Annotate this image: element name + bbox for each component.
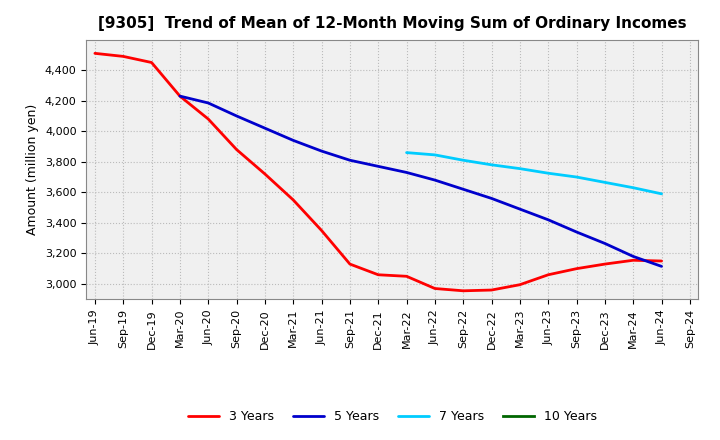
5 Years (544, 217, 552, 223)
3 Years (459, 288, 467, 293)
7 Years (459, 158, 467, 163)
3 Years (600, 261, 609, 267)
5 Years (261, 125, 269, 131)
3 Years (374, 272, 382, 277)
7 Years (600, 180, 609, 185)
3 Years (487, 287, 496, 293)
5 Years (346, 158, 354, 163)
5 Years (233, 114, 241, 119)
7 Years (431, 152, 439, 158)
3 Years (516, 282, 524, 287)
5 Years (572, 229, 581, 235)
7 Years (516, 166, 524, 171)
3 Years (572, 266, 581, 271)
7 Years (402, 150, 411, 155)
5 Years (459, 187, 467, 192)
5 Years (629, 254, 637, 259)
3 Years (544, 272, 552, 277)
Legend: 3 Years, 5 Years, 7 Years, 10 Years: 3 Years, 5 Years, 7 Years, 10 Years (183, 405, 602, 428)
3 Years (148, 60, 156, 65)
5 Years (657, 264, 666, 269)
3 Years (402, 274, 411, 279)
5 Years (516, 206, 524, 212)
7 Years (487, 162, 496, 168)
5 Years (374, 164, 382, 169)
5 Years (402, 170, 411, 175)
3 Years (119, 54, 127, 59)
Title: [9305]  Trend of Mean of 12-Month Moving Sum of Ordinary Incomes: [9305] Trend of Mean of 12-Month Moving … (98, 16, 687, 32)
5 Years (289, 138, 297, 143)
7 Years (544, 171, 552, 176)
3 Years (346, 261, 354, 267)
5 Years (600, 241, 609, 246)
Line: 3 Years: 3 Years (95, 53, 662, 291)
7 Years (629, 185, 637, 191)
Line: 7 Years: 7 Years (407, 153, 662, 194)
3 Years (176, 93, 184, 99)
Y-axis label: Amount (million yen): Amount (million yen) (27, 104, 40, 235)
5 Years (431, 177, 439, 183)
3 Years (289, 197, 297, 202)
5 Years (176, 93, 184, 99)
5 Years (487, 196, 496, 201)
3 Years (233, 147, 241, 152)
3 Years (91, 51, 99, 56)
3 Years (657, 258, 666, 264)
3 Years (629, 258, 637, 263)
7 Years (657, 191, 666, 197)
5 Years (318, 148, 326, 154)
3 Years (318, 228, 326, 233)
Line: 5 Years: 5 Years (180, 96, 662, 266)
7 Years (572, 174, 581, 180)
3 Years (204, 116, 212, 121)
3 Years (431, 286, 439, 291)
3 Years (261, 171, 269, 176)
5 Years (204, 100, 212, 106)
